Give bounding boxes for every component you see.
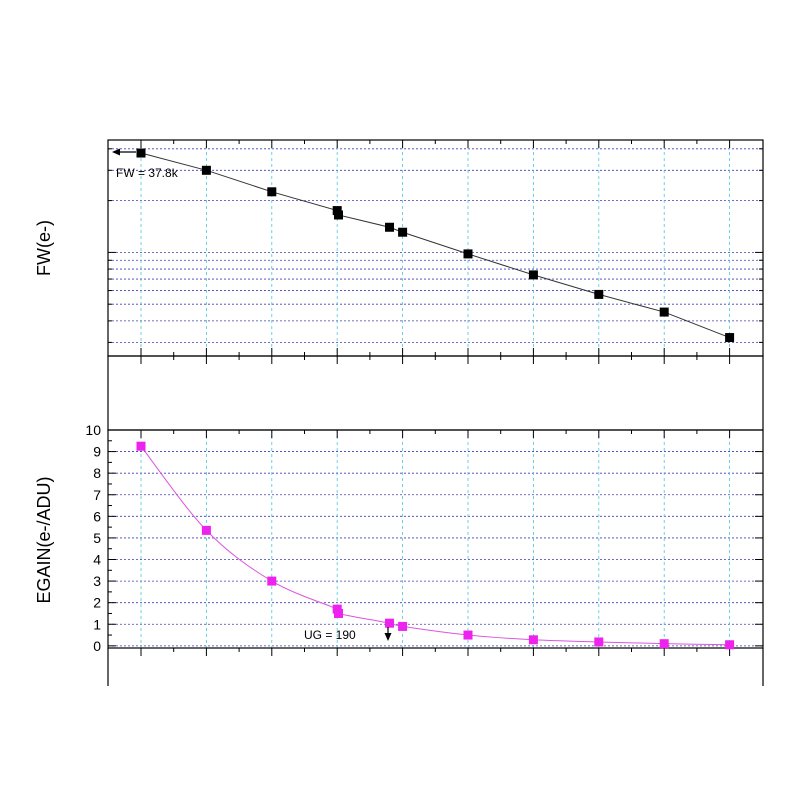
egain-y-tick-label: 7 [93, 487, 101, 503]
fw-axis-ticks [108, 140, 763, 364]
egain-y-tick-label: 4 [93, 552, 101, 568]
fw-series [136, 148, 735, 343]
egain-data-point [398, 621, 408, 631]
fw-data-point [463, 249, 473, 259]
egain-y-tick-label: 6 [93, 508, 101, 524]
egain-data-point [528, 635, 538, 645]
egain-data-point [659, 639, 669, 649]
fw-data-point [398, 227, 408, 237]
egain-grid [108, 430, 763, 648]
egain-annotation-label: UG = 190 [304, 628, 356, 642]
fw-arrow-head [112, 148, 120, 156]
egain-y-axis-label: EGAIN(e-/ADU) [34, 476, 54, 603]
egain-series-line [140, 445, 730, 646]
egain-y-tick-label: 8 [93, 465, 101, 481]
egain-annotation: UG = 190 [304, 627, 392, 642]
egain-data-point [334, 608, 344, 618]
egain-panel: 0 1 2 3 4 5 6 7 8 9 10 UG = 190 EGAIN(e-/ADU) [34, 422, 764, 656]
fw-panel: FW = 37.8k FW(e-) [34, 139, 764, 364]
x-axis-panel [107, 648, 764, 686]
fw-annotation-label: FW = 37.8k [116, 166, 179, 180]
egain-y-tick-label: 9 [93, 444, 101, 460]
fw-annotation: FW = 37.8k [112, 148, 179, 180]
egain-data-point [463, 630, 473, 640]
egain-data-point [267, 576, 277, 586]
gap-frame [107, 355, 764, 431]
fw-y-axis-label: FW(e-) [34, 220, 54, 276]
egain-data-point [385, 618, 395, 628]
egain-y-tick-label: 1 [93, 616, 101, 632]
fw-data-point [201, 165, 211, 175]
fw-data-point [528, 270, 538, 280]
egain-y-tick-label: 0 [93, 638, 101, 654]
egain-y-tick-label: 5 [93, 530, 101, 546]
egain-series [136, 441, 735, 650]
egain-axis-ticks: 0 1 2 3 4 5 6 7 8 9 10 [85, 422, 763, 656]
egain-y-tick-label: 3 [93, 573, 101, 589]
fw-data-point [334, 210, 344, 220]
fw-data-point [385, 222, 395, 232]
fw-data-point [725, 333, 735, 343]
egain-data-point [136, 441, 146, 451]
fw-grid [108, 140, 763, 356]
egain-arrow-head [384, 633, 392, 641]
fw-data-point [659, 307, 669, 317]
egain-data-point [594, 637, 604, 647]
fw-data-point [136, 148, 146, 158]
egain-data-point [725, 640, 735, 650]
egain-y-tick-label: 2 [93, 595, 101, 611]
egain-data-point [201, 525, 211, 535]
fw-series-line [140, 152, 730, 339]
egain-y-tick-label: 10 [85, 422, 101, 438]
fw-data-point [267, 187, 277, 197]
fw-data-point [594, 289, 604, 299]
